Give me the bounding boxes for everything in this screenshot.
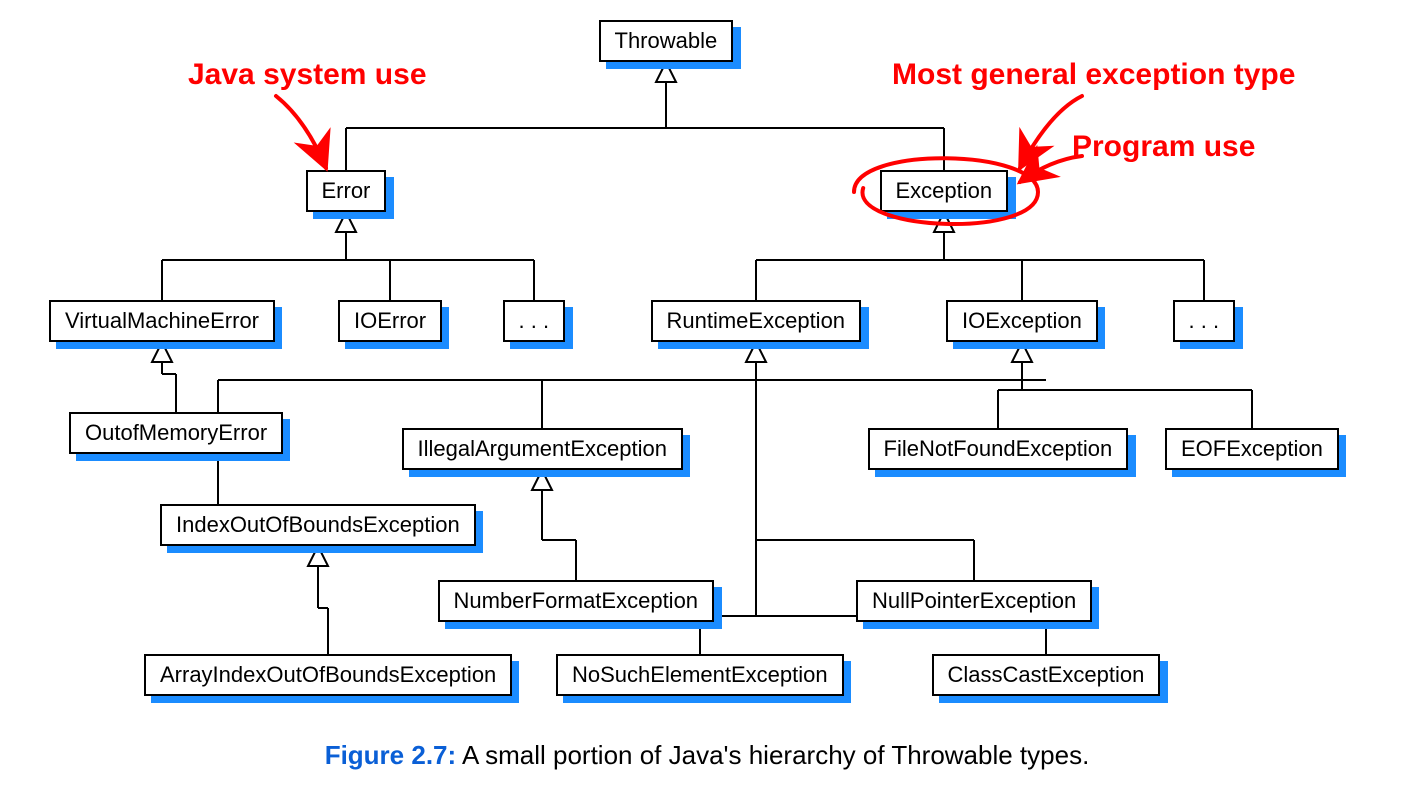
node-dots1: . . . — [503, 300, 566, 342]
node-aioobe: ArrayIndexOutOfBoundsException — [144, 654, 512, 696]
node-label: . . . — [1173, 300, 1236, 342]
node-oome: OutofMemoryError — [69, 412, 283, 454]
node-label: VirtualMachineError — [49, 300, 275, 342]
node-label: NoSuchElementException — [556, 654, 844, 696]
caption-text: A small portion of Java's hierarchy of T… — [456, 740, 1089, 770]
annotation-java-system: Java system use — [188, 58, 427, 92]
node-label: Error — [306, 170, 387, 212]
node-label: IOException — [946, 300, 1098, 342]
node-error: Error — [306, 170, 387, 212]
caption-prefix: Figure 2.7: — [325, 740, 456, 770]
annotation-most-general: Most general exception type — [892, 58, 1295, 92]
node-npe: NullPointerException — [856, 580, 1092, 622]
node-label: IllegalArgumentException — [402, 428, 683, 470]
node-label: RuntimeException — [651, 300, 862, 342]
node-label: Throwable — [599, 20, 734, 62]
figure-caption: Figure 2.7: A small portion of Java's hi… — [0, 740, 1414, 771]
node-ioerror: IOError — [338, 300, 442, 342]
node-ioobe: IndexOutOfBoundsException — [160, 504, 476, 546]
node-label: IndexOutOfBoundsException — [160, 504, 476, 546]
node-nsee: NoSuchElementException — [556, 654, 844, 696]
node-cce: ClassCastException — [932, 654, 1161, 696]
node-throwable: Throwable — [599, 20, 734, 62]
node-fnfe: FileNotFoundException — [868, 428, 1129, 470]
node-nfe: NumberFormatException — [438, 580, 715, 622]
node-label: NumberFormatException — [438, 580, 715, 622]
node-ioex: IOException — [946, 300, 1098, 342]
node-eofe: EOFException — [1165, 428, 1339, 470]
node-label: FileNotFoundException — [868, 428, 1129, 470]
node-vme: VirtualMachineError — [49, 300, 275, 342]
node-label: Exception — [880, 170, 1009, 212]
node-label: NullPointerException — [856, 580, 1092, 622]
node-illarg: IllegalArgumentException — [402, 428, 683, 470]
node-label: ArrayIndexOutOfBoundsException — [144, 654, 512, 696]
node-label: . . . — [503, 300, 566, 342]
node-label: EOFException — [1165, 428, 1339, 470]
node-dots2: . . . — [1173, 300, 1236, 342]
node-label: ClassCastException — [932, 654, 1161, 696]
node-runtimeex: RuntimeException — [651, 300, 862, 342]
node-exception: Exception — [880, 170, 1009, 212]
node-label: OutofMemoryError — [69, 412, 283, 454]
node-label: IOError — [338, 300, 442, 342]
annotation-program-use: Program use — [1072, 130, 1255, 164]
